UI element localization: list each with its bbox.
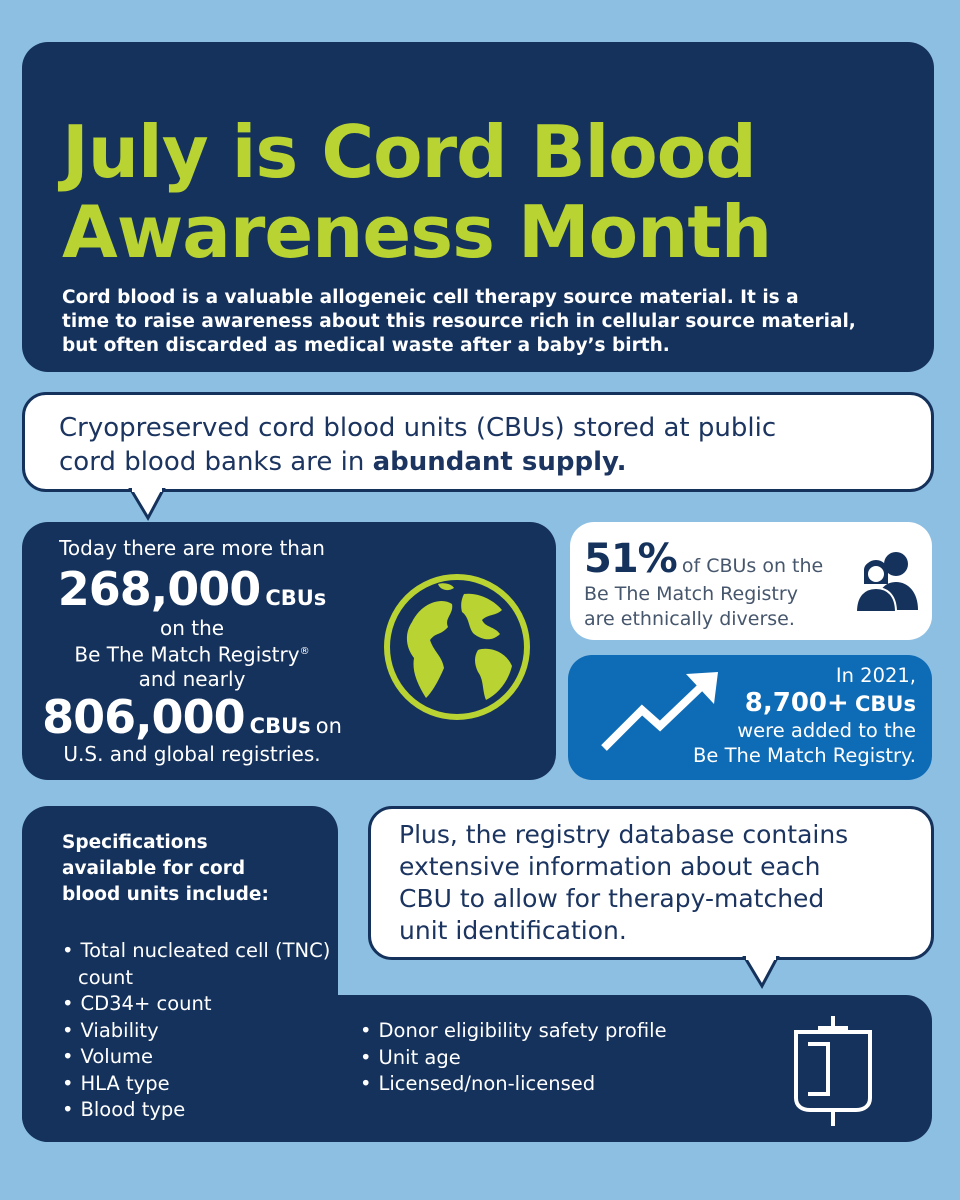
registry-name: Be The Match Registry bbox=[74, 642, 300, 667]
database-line: CBU to allow for therapy-matched bbox=[399, 884, 825, 913]
intro-line: time to raise awareness about this resou… bbox=[62, 311, 856, 332]
list-item: Donor eligibility safety profile bbox=[360, 1018, 667, 1045]
list-item: Volume bbox=[62, 1044, 332, 1071]
title-line-2: Awareness Month bbox=[62, 190, 772, 274]
header-panel: July is Cord Blood Awareness Month Cord … bbox=[22, 42, 934, 372]
stats-intro: Today there are more than bbox=[59, 536, 325, 560]
database-line: extensive information about each bbox=[399, 852, 821, 881]
stat-number: 268,000 bbox=[57, 562, 262, 616]
stat-number: 806,000 bbox=[42, 690, 246, 744]
database-bubble: Plus, the registry database contains ext… bbox=[368, 806, 934, 960]
stats-text: on the bbox=[159, 616, 225, 640]
stats-registry-text: on the Be The Match Registry® and nearly bbox=[22, 616, 362, 691]
stat-268000: 268,000 CBUs bbox=[22, 562, 362, 616]
people-icon bbox=[854, 552, 918, 613]
list-item: HLA type bbox=[62, 1071, 332, 1098]
list-item: Viability bbox=[62, 1018, 332, 1045]
list-item: Total nucleated cell (TNC) count bbox=[62, 938, 332, 991]
supply-line-2: cord blood banks are in bbox=[59, 447, 373, 477]
added-2021-card: In 2021, 8,700+ CBUs were added to the B… bbox=[568, 655, 932, 780]
stats-global: U.S. and global registries. bbox=[63, 742, 321, 766]
trend-arrow-icon bbox=[601, 672, 718, 751]
list-item: CD34+ count bbox=[62, 991, 332, 1018]
intro-text: Cord blood is a valuable allogeneic cell… bbox=[62, 286, 896, 358]
specs-list-right: Donor eligibility safety profile Unit ag… bbox=[360, 1018, 667, 1098]
list-item: Blood type bbox=[62, 1097, 332, 1124]
stats-text: on bbox=[315, 714, 342, 738]
intro-line: Cord blood is a valuable allogeneic cell… bbox=[62, 287, 799, 308]
diversity-line: Be The Match Registry bbox=[584, 583, 798, 605]
diversity-percent: 51% bbox=[584, 536, 678, 582]
list-item: Licensed/non-licensed bbox=[360, 1071, 667, 1098]
title-line-1: July is Cord Blood bbox=[62, 110, 757, 194]
supply-emphasis: abundant supply. bbox=[372, 447, 627, 477]
specs-heading-line: Specifications bbox=[62, 832, 208, 853]
added-unit: CBUs bbox=[855, 692, 916, 716]
specs-heading: Specifications available for cord blood … bbox=[62, 830, 269, 908]
diversity-line: are ethnically diverse. bbox=[584, 608, 795, 630]
registered-mark: ® bbox=[299, 646, 310, 657]
diversity-text: of CBUs on the bbox=[681, 555, 824, 577]
stat-unit: CBUs bbox=[265, 586, 327, 610]
bubble-tail-icon bbox=[742, 956, 780, 990]
specs-heading-line: available for cord bbox=[62, 858, 246, 879]
specs-list-left: Total nucleated cell (TNC) count CD34+ c… bbox=[62, 938, 332, 1124]
added-year: In 2021, bbox=[835, 664, 916, 687]
added-text: were added to the bbox=[737, 719, 916, 742]
globe-icon bbox=[384, 574, 530, 720]
blood-bag-icon bbox=[794, 1016, 872, 1126]
supply-line-1: Cryopreserved cord blood units (CBUs) st… bbox=[59, 413, 777, 443]
added-text: Be The Match Registry. bbox=[693, 744, 916, 767]
supply-bubble: Cryopreserved cord blood units (CBUs) st… bbox=[22, 392, 934, 492]
database-line: unit identification. bbox=[399, 916, 627, 945]
added-count: 8,700+ bbox=[744, 688, 849, 718]
database-line: Plus, the registry database contains bbox=[399, 820, 849, 849]
bubble-tail-icon bbox=[128, 488, 166, 522]
list-item: Unit age bbox=[360, 1045, 667, 1072]
stat-806000: 806,000 CBUs on bbox=[22, 690, 362, 744]
stats-text: and nearly bbox=[138, 666, 246, 691]
stat-unit: CBUs bbox=[249, 714, 311, 738]
page-title: July is Cord Blood Awareness Month bbox=[62, 112, 896, 272]
registry-stats-panel: Today there are more than 268,000 CBUs o… bbox=[22, 522, 556, 780]
diversity-text: Be The Match Registry are ethnically div… bbox=[584, 582, 932, 632]
specs-heading-line: blood units include: bbox=[62, 884, 269, 905]
intro-line: but often discarded as medical waste aft… bbox=[62, 335, 670, 356]
